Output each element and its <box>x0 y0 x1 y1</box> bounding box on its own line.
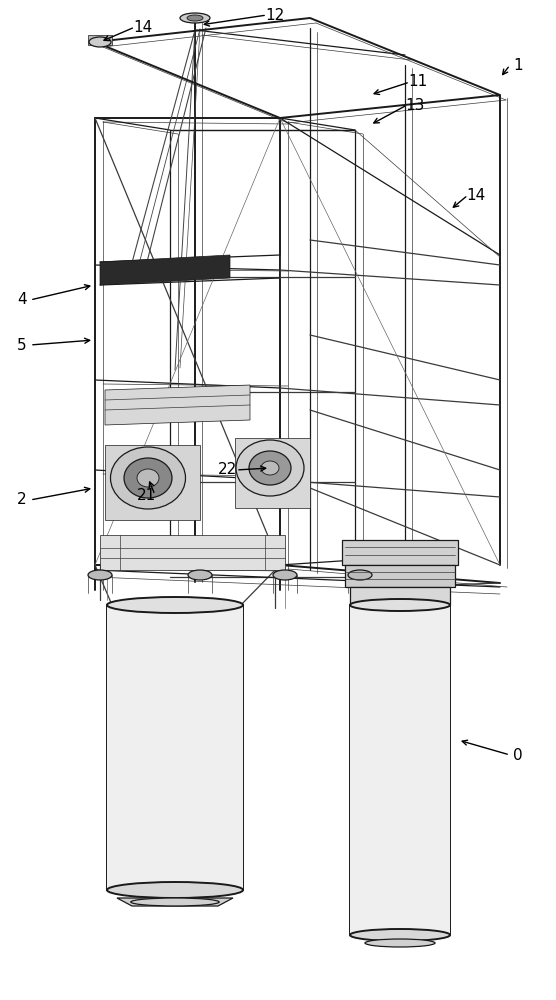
Ellipse shape <box>131 898 219 906</box>
Polygon shape <box>88 35 112 45</box>
Text: 22: 22 <box>219 462 237 478</box>
Polygon shape <box>342 540 458 565</box>
Ellipse shape <box>236 440 304 496</box>
Ellipse shape <box>365 939 435 947</box>
Polygon shape <box>350 587 450 605</box>
Text: 4: 4 <box>17 292 27 308</box>
Ellipse shape <box>180 13 210 23</box>
Text: 21: 21 <box>137 488 157 502</box>
Ellipse shape <box>124 458 172 498</box>
Ellipse shape <box>188 570 212 580</box>
Text: 2: 2 <box>17 492 27 508</box>
Ellipse shape <box>348 570 372 580</box>
Ellipse shape <box>273 570 297 580</box>
Ellipse shape <box>249 451 291 485</box>
Text: 1: 1 <box>513 57 523 73</box>
Ellipse shape <box>107 882 243 898</box>
Polygon shape <box>100 255 230 285</box>
Polygon shape <box>105 445 200 520</box>
Polygon shape <box>350 605 450 935</box>
Text: 14: 14 <box>133 19 153 34</box>
Ellipse shape <box>187 15 203 21</box>
Polygon shape <box>235 438 310 508</box>
Ellipse shape <box>107 597 243 613</box>
Text: 14: 14 <box>466 188 485 202</box>
Polygon shape <box>107 605 243 890</box>
Ellipse shape <box>88 570 112 580</box>
Text: 12: 12 <box>265 7 285 22</box>
Ellipse shape <box>350 599 450 611</box>
Polygon shape <box>105 385 250 425</box>
Text: 13: 13 <box>405 98 425 112</box>
Ellipse shape <box>350 929 450 941</box>
Text: 0: 0 <box>513 748 523 762</box>
Ellipse shape <box>261 461 279 475</box>
Polygon shape <box>100 535 285 570</box>
Ellipse shape <box>137 469 159 487</box>
Text: 11: 11 <box>408 75 428 90</box>
Polygon shape <box>117 898 233 906</box>
Polygon shape <box>345 565 455 587</box>
Ellipse shape <box>89 37 111 47</box>
Ellipse shape <box>111 447 186 509</box>
Text: 5: 5 <box>17 338 27 353</box>
